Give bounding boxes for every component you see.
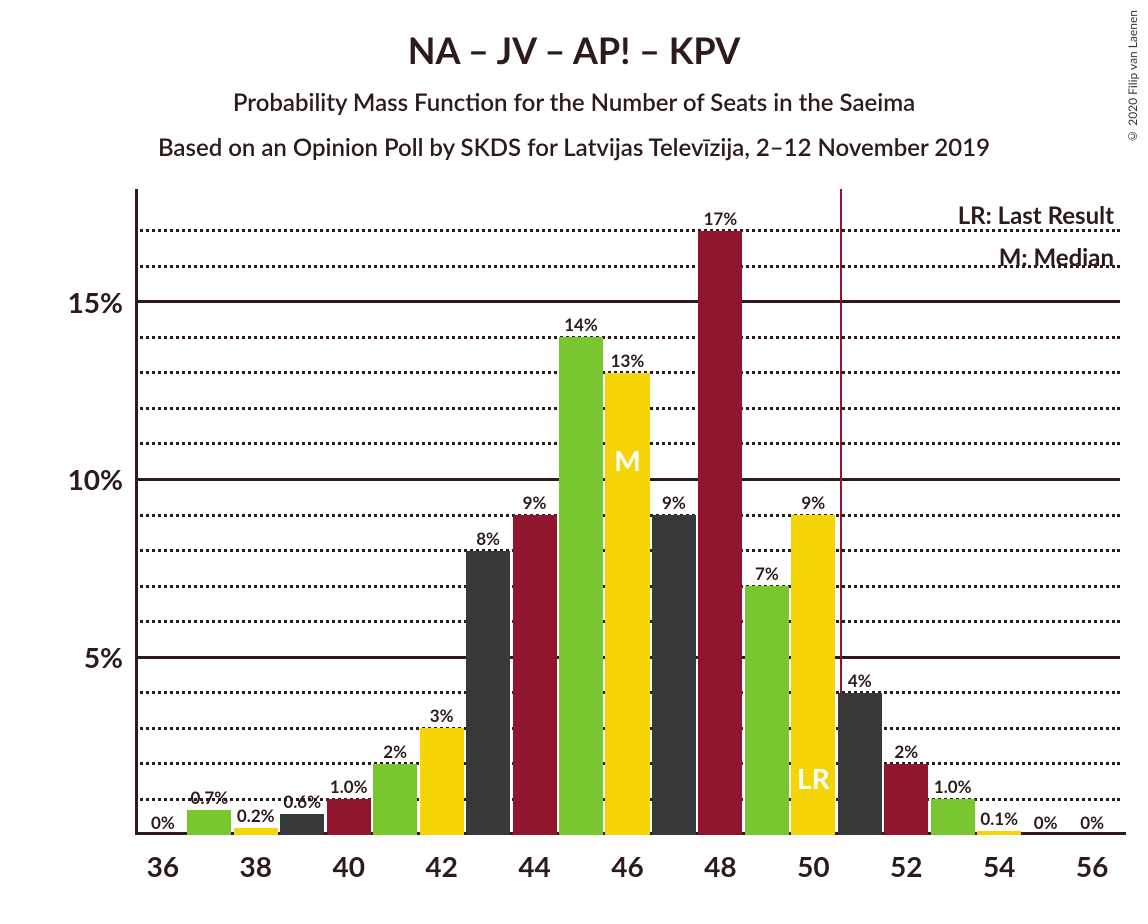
y-axis-tick-label: 15%	[68, 285, 135, 319]
grid-minor-line	[135, 336, 1120, 339]
bar-value-label: 14%	[564, 314, 598, 337]
bar: 0.6%	[280, 814, 324, 835]
plot-area: 5%10%15%36384042444648505254560%0.7%0.2%…	[135, 195, 1120, 835]
last-result-marker: LR	[797, 761, 830, 795]
grid-minor-line	[135, 265, 1120, 268]
bar-value-label: 0%	[151, 812, 175, 835]
bar: 0.2%	[234, 828, 278, 835]
bar-value-label: 2%	[383, 741, 407, 764]
bar: 7%	[745, 586, 789, 835]
chart-subtitle-2: Based on an Opinion Poll by SKDS for Lat…	[0, 117, 1148, 162]
bar: 14%	[559, 337, 603, 835]
x-axis-tick-label: 40	[332, 835, 364, 883]
x-axis-tick-label: 50	[797, 835, 829, 883]
bar-value-label: 1.0%	[934, 776, 972, 799]
x-axis-tick-label: 44	[518, 835, 550, 883]
x-axis-tick-label: 56	[1076, 835, 1108, 883]
x-axis-tick-label: 38	[240, 835, 272, 883]
bar-value-label: 9%	[801, 492, 825, 515]
median-marker: M	[614, 443, 640, 477]
bar: 1.0%	[327, 799, 371, 835]
bar: 2%	[884, 764, 928, 835]
bar-value-label: 4%	[848, 670, 872, 693]
bar-value-label: 0.7%	[190, 787, 228, 810]
bar: 3%	[420, 728, 464, 835]
bar-value-label: 3%	[430, 705, 454, 728]
bar-value-label: 0.6%	[283, 791, 321, 814]
x-axis-tick-label: 54	[983, 835, 1015, 883]
bar-value-label: 7%	[755, 563, 779, 586]
copyright-text: © 2020 Filip van Laenen	[1125, 10, 1140, 144]
chart-container: © 2020 Filip van Laenen NA – JV – AP! – …	[0, 0, 1148, 924]
x-axis-tick-label: 46	[611, 835, 643, 883]
bar-value-label: 0%	[1034, 812, 1058, 835]
chart-title: NA – JV – AP! – KPV	[0, 0, 1148, 72]
bar: 2%	[373, 764, 417, 835]
y-axis-tick-label: 5%	[84, 640, 135, 674]
y-axis-tick-label: 10%	[68, 462, 135, 496]
bar-value-label: 0.2%	[237, 805, 275, 828]
bar-value-label: 17%	[704, 208, 738, 231]
legend-median: M: Median	[999, 243, 1114, 272]
bar: 8%	[466, 551, 510, 835]
bar: 9%LR	[791, 515, 835, 835]
x-axis-tick-label: 42	[425, 835, 457, 883]
bar: 9%	[513, 515, 557, 835]
y-axis-line	[135, 189, 138, 835]
bar: 4%	[838, 693, 882, 835]
x-axis-tick-label: 36	[147, 835, 179, 883]
bar: 0.1%	[977, 831, 1021, 835]
bar-value-label: 1.0%	[330, 776, 368, 799]
bar-value-label: 9%	[523, 492, 547, 515]
chart-subtitle-1: Probability Mass Function for the Number…	[0, 72, 1148, 117]
x-axis-tick-label: 48	[704, 835, 736, 883]
bar: 13%M	[605, 373, 649, 835]
bar-value-label: 0.1%	[980, 808, 1018, 831]
bar-value-label: 9%	[662, 492, 686, 515]
legend-last-result: LR: Last Result	[958, 201, 1114, 230]
bar-value-label: 2%	[894, 741, 918, 764]
bar: 1.0%	[931, 799, 975, 835]
grid-major-line	[135, 300, 1120, 303]
bar: 17%	[698, 231, 742, 835]
bar: 9%	[652, 515, 696, 835]
bar-value-label: 8%	[476, 528, 500, 551]
bar-value-label: 13%	[611, 350, 645, 373]
bar: 0.7%	[187, 810, 231, 835]
x-axis-tick-label: 52	[890, 835, 922, 883]
bar-value-label: 0%	[1080, 812, 1104, 835]
